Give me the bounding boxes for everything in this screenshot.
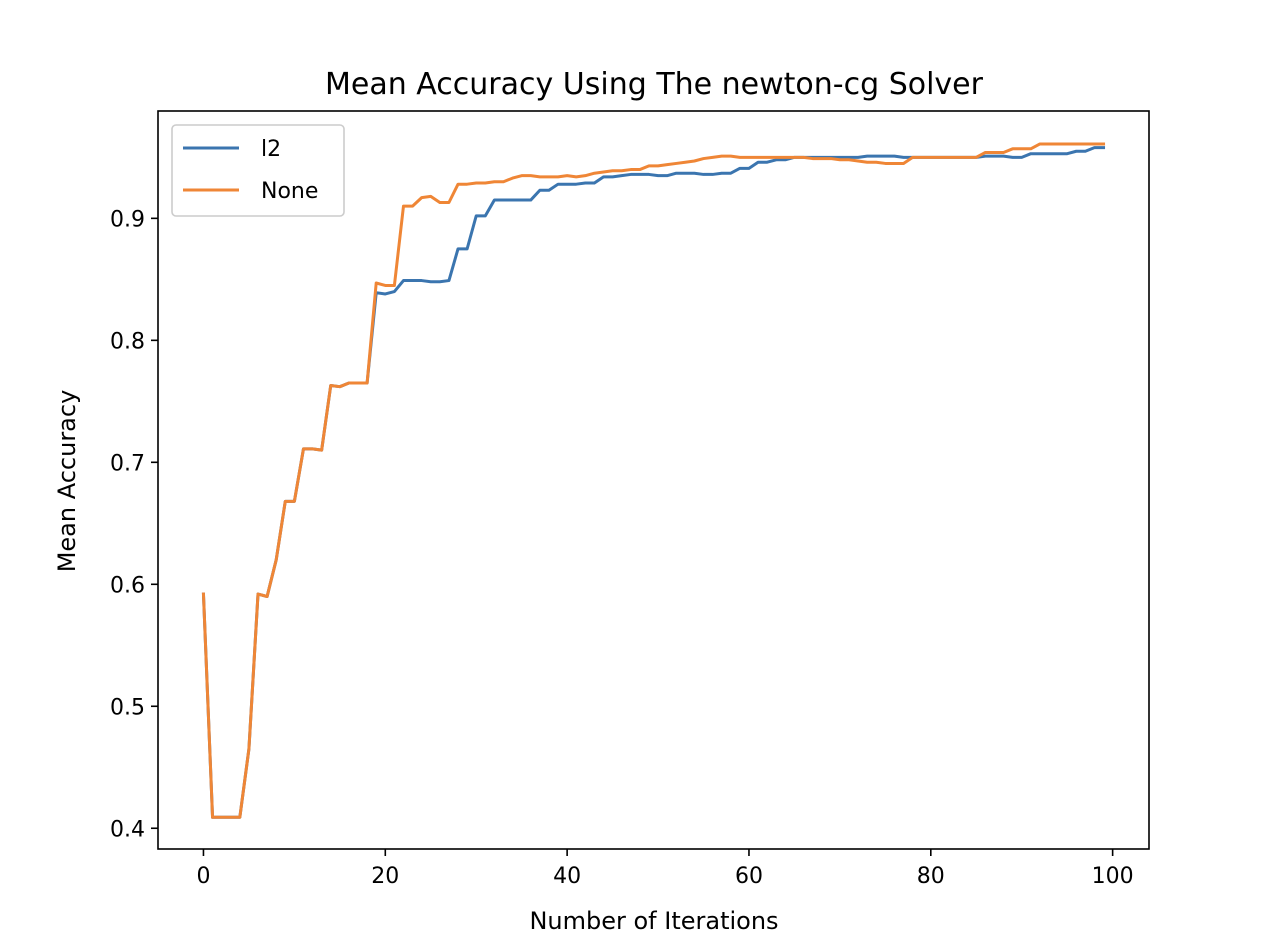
y-tick-label: 0.4 xyxy=(110,817,145,842)
y-tick-label: 0.5 xyxy=(110,695,145,720)
x-tick-label: 0 xyxy=(196,864,210,889)
y-tick-label: 0.9 xyxy=(110,207,145,232)
x-tick-label: 100 xyxy=(1092,864,1134,889)
x-tick-label: 40 xyxy=(553,864,581,889)
x-axis-label: Number of Iterations xyxy=(529,907,778,935)
legend-label: l2 xyxy=(261,137,281,162)
series-line-none xyxy=(201,142,1106,819)
x-axis-ticks: 0 20 40 60 80 100 xyxy=(196,849,1134,889)
y-axis-ticks: 0.4 0.5 0.6 0.7 0.8 0.9 xyxy=(110,207,158,842)
x-tick-label: 80 xyxy=(917,864,945,889)
plot-area xyxy=(201,142,1106,819)
y-tick-label: 0.6 xyxy=(110,573,145,598)
legend: l2 None xyxy=(171,124,345,217)
y-axis-label: Mean Accuracy xyxy=(53,390,81,573)
y-tick-label: 0.8 xyxy=(110,329,145,354)
legend-label: None xyxy=(261,179,318,204)
x-tick-label: 20 xyxy=(371,864,399,889)
chart-title: Mean Accuracy Using The newton-cg Solver xyxy=(325,67,984,102)
x-tick-label: 60 xyxy=(735,864,763,889)
plot-frame xyxy=(157,110,1150,850)
series-line-l2 xyxy=(201,146,1106,819)
y-tick-label: 0.7 xyxy=(110,451,145,476)
